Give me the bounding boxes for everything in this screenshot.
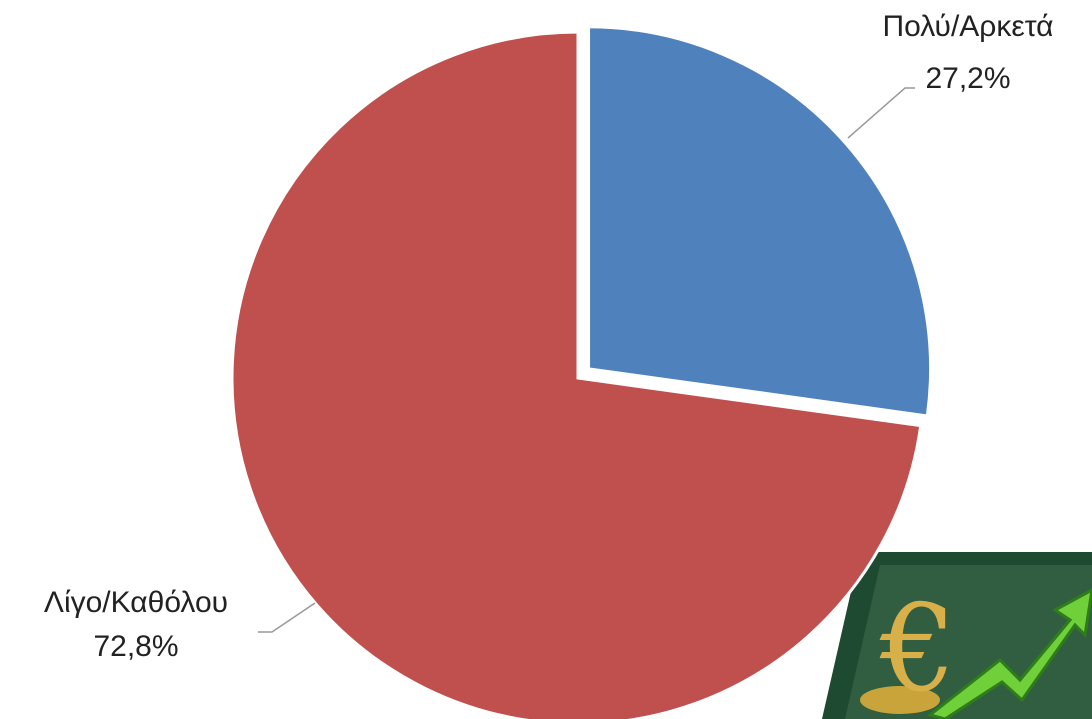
pie-slice: [230, 30, 923, 719]
slice-value-label: 27,2%: [925, 62, 1010, 95]
leader-line: [258, 602, 316, 633]
leader-line: [847, 87, 915, 139]
slice-label: Λίγο/Καθόλου: [44, 586, 228, 619]
pie: Πολύ/Αρκετά 27,2% Λίγο/Καθόλου 72,8%: [44, 10, 1054, 719]
slice-value-label: 72,8%: [93, 630, 178, 663]
slice-label: Πολύ/Αρκετά: [882, 10, 1053, 43]
decorative-picture: €: [822, 552, 1092, 719]
svg-text:€: €: [879, 580, 956, 719]
pie-slice: [587, 25, 933, 418]
